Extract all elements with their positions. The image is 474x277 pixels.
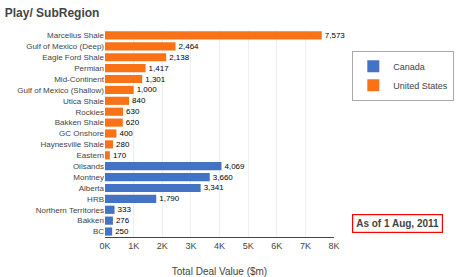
svg-text:Total Deal Value ($m): Total Deal Value ($m)	[172, 266, 267, 277]
svg-text:Marcellus Shale: Marcellus Shale	[47, 31, 104, 40]
svg-text:Haynesville Shale: Haynesville Shale	[40, 140, 104, 149]
svg-text:170: 170	[113, 151, 127, 160]
svg-text:Alberta: Alberta	[79, 184, 105, 193]
svg-text:Eagle Ford Shale: Eagle Ford Shale	[42, 53, 104, 62]
svg-text:250: 250	[115, 227, 129, 236]
svg-text:Gulf of Mexico (Shallow): Gulf of Mexico (Shallow)	[17, 86, 104, 95]
svg-text:Northern Territories: Northern Territories	[36, 206, 104, 215]
svg-text:0K: 0K	[99, 241, 110, 251]
svg-text:Bakken: Bakken	[77, 216, 104, 225]
svg-text:2,464: 2,464	[179, 42, 200, 51]
svg-text:1,790: 1,790	[159, 194, 180, 203]
svg-text:6K: 6K	[271, 241, 282, 251]
svg-text:United States: United States	[393, 81, 448, 91]
svg-text:Mid-Continent: Mid-Continent	[54, 75, 105, 84]
svg-text:Canada: Canada	[393, 62, 425, 72]
svg-text:7,573: 7,573	[325, 31, 346, 40]
svg-text:Utica Shale: Utica Shale	[63, 97, 104, 106]
svg-text:620: 620	[126, 118, 140, 127]
svg-text:3,341: 3,341	[204, 183, 225, 192]
svg-text:4K: 4K	[214, 241, 225, 251]
svg-text:400: 400	[119, 129, 133, 138]
svg-text:5K: 5K	[243, 241, 254, 251]
svg-text:1K: 1K	[128, 241, 139, 251]
svg-text:4,069: 4,069	[224, 162, 245, 171]
svg-text:Montney: Montney	[73, 173, 104, 182]
svg-text:3,660: 3,660	[213, 173, 234, 182]
svg-text:1,000: 1,000	[137, 85, 158, 94]
svg-text:7K: 7K	[300, 241, 311, 251]
svg-text:8K: 8K	[328, 241, 339, 251]
svg-text:1,417: 1,417	[149, 64, 170, 73]
svg-text:Gulf of Mexico (Deep): Gulf of Mexico (Deep)	[26, 42, 104, 51]
svg-text:Play/ SubRegion: Play/ SubRegion	[5, 6, 100, 20]
svg-text:276: 276	[116, 216, 130, 225]
svg-text:2,138: 2,138	[169, 53, 190, 62]
svg-text:GC Onshore: GC Onshore	[59, 129, 104, 138]
svg-text:280: 280	[116, 140, 130, 149]
svg-text:1,301: 1,301	[145, 75, 166, 84]
svg-text:Oilsands: Oilsands	[73, 162, 104, 171]
svg-text:Bakken Shale: Bakken Shale	[55, 118, 105, 127]
svg-text:333: 333	[118, 205, 132, 214]
svg-text:HRB: HRB	[87, 195, 104, 204]
svg-text:Eastern: Eastern	[76, 151, 104, 160]
svg-text:3K: 3K	[185, 241, 196, 251]
svg-text:BC: BC	[93, 227, 104, 236]
svg-text:840: 840	[132, 96, 146, 105]
svg-text:Rockies: Rockies	[76, 108, 104, 117]
svg-text:2K: 2K	[157, 241, 168, 251]
svg-text:Permian: Permian	[74, 64, 104, 73]
svg-text:As of 1 Aug, 2011: As of 1 Aug, 2011	[356, 218, 439, 229]
svg-text:630: 630	[126, 107, 140, 116]
